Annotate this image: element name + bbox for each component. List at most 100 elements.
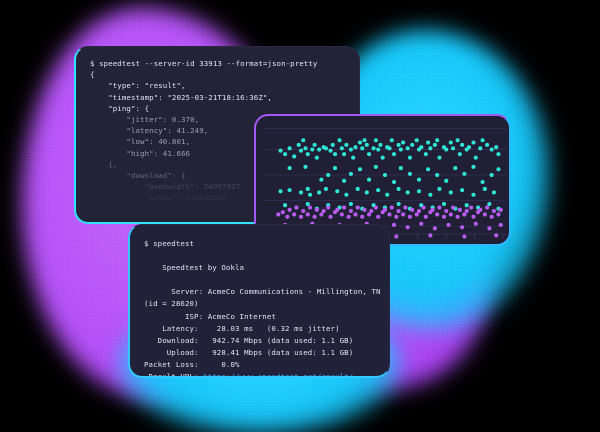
- chart-dot: [332, 166, 338, 171]
- json-line-5: "jitter": 0.370,: [126, 115, 200, 125]
- chart-dot: [326, 172, 331, 178]
- chart-dot: [482, 186, 487, 192]
- chart-dot: [444, 178, 449, 183]
- chart-dot: [360, 214, 365, 219]
- chart-dot: [444, 147, 449, 152]
- chart-dot: [362, 138, 367, 143]
- chart-dot: [376, 214, 381, 219]
- chart-dot: [346, 214, 351, 219]
- chart-dot: [414, 138, 419, 143]
- chart-dot: [312, 142, 317, 147]
- chart-dot: [283, 203, 288, 208]
- chart-dot: [398, 147, 403, 152]
- chart-dot: [396, 201, 401, 207]
- chart-dot: [328, 214, 333, 219]
- chart-dot: [371, 146, 376, 151]
- json-line-2: "type": "result",: [108, 81, 186, 91]
- chart-dot: [410, 207, 415, 212]
- chart-dot: [376, 147, 381, 152]
- chart-dot: [451, 205, 456, 210]
- summary-terminal-text: $ speedtest Speedtest by Ookla Server: A…: [130, 225, 389, 378]
- chart-dot: [398, 166, 403, 171]
- chart-dot: [487, 226, 492, 231]
- json-line-6: "latency": 41.249,: [126, 126, 209, 136]
- chart-dot: [296, 142, 301, 147]
- chart-dot: [335, 189, 340, 194]
- chart-dot: [480, 138, 485, 143]
- chart-dot: [496, 167, 501, 172]
- chart-dot: [435, 172, 440, 178]
- chart-dot: [319, 212, 324, 217]
- chart-dot: [326, 205, 331, 210]
- chart-dot: [478, 146, 483, 151]
- chart-dot: [455, 138, 460, 143]
- chart-dot: [348, 171, 353, 176]
- chart-dot: [451, 146, 456, 151]
- chart-dot: [407, 171, 412, 176]
- chart-dot: [466, 145, 471, 150]
- chart-dot: [382, 172, 388, 178]
- chart-dot: [428, 233, 433, 238]
- chart-dot: [353, 145, 358, 150]
- chart-dot: [391, 152, 397, 157]
- chart-dot: [298, 190, 304, 195]
- chart-dot: [480, 179, 485, 185]
- chart-dot: [298, 214, 304, 219]
- chart-dot: [314, 155, 319, 160]
- chart-dot: [478, 207, 483, 212]
- chart-dot: [367, 152, 372, 157]
- chart-dot: [378, 142, 383, 147]
- chart-dot: [369, 208, 374, 214]
- chart-dot: [317, 147, 322, 152]
- chart-dot: [283, 152, 288, 157]
- chart-dot: [396, 208, 401, 214]
- chart-dot: [344, 142, 349, 147]
- chart-series-download: [278, 138, 501, 211]
- chart-dot: [485, 142, 490, 147]
- chart-dot: [367, 212, 372, 217]
- chart-dot: [419, 221, 424, 226]
- chart-dot: [432, 142, 437, 147]
- chart-dot: [473, 221, 478, 226]
- chart-dot: [405, 146, 410, 151]
- chart-dot: [489, 214, 494, 219]
- chart-dot: [485, 205, 490, 210]
- chart-dot: [301, 208, 306, 214]
- chart-dot: [401, 140, 406, 145]
- result-url-link[interactable]: https://www.speedtest.net/result/ c/2d74…: [203, 372, 354, 378]
- chart-dot: [432, 226, 437, 231]
- summary-output-panel: $ speedtest Speedtest by Ookla Server: A…: [128, 224, 390, 378]
- chart-dot: [455, 214, 460, 219]
- chart-dot: [298, 148, 304, 153]
- chart-dot: [428, 146, 433, 151]
- chart-dot: [394, 234, 399, 239]
- chart-dot: [407, 214, 412, 219]
- chart-dot: [403, 205, 408, 210]
- chart-dot: [339, 212, 344, 217]
- chart-dot: [323, 186, 328, 192]
- chart-dot: [423, 152, 428, 157]
- chart-dot: [437, 186, 442, 192]
- chart-dot: [303, 146, 308, 151]
- chart-dot: [491, 190, 496, 195]
- json-line-3: "timestamp": "2025-03-21T18:16:36Z",: [108, 92, 272, 102]
- chart-dot: [389, 205, 394, 210]
- chart-dot: [489, 172, 494, 178]
- chart-dot: [323, 146, 328, 151]
- chart-dot: [367, 177, 372, 182]
- chart-dot: [498, 222, 503, 227]
- chart-dot: [396, 142, 401, 147]
- json-line-0: $ speedtest --server-id 33913 --format=j…: [90, 59, 318, 68]
- chart-dot: [426, 167, 431, 172]
- chart-dot: [376, 188, 381, 193]
- chart-dot: [416, 189, 422, 194]
- chart-dot: [314, 207, 319, 212]
- json-line-7: "low": 40.801,: [126, 137, 191, 147]
- json-terminal-text: $ speedtest --server-id 33913 --format=j…: [76, 47, 359, 204]
- chart-dot: [285, 214, 290, 219]
- chart-dot: [305, 201, 310, 207]
- chart-dot: [437, 205, 442, 210]
- chart-dot: [460, 142, 465, 147]
- json-line-10: "download": {: [126, 171, 186, 181]
